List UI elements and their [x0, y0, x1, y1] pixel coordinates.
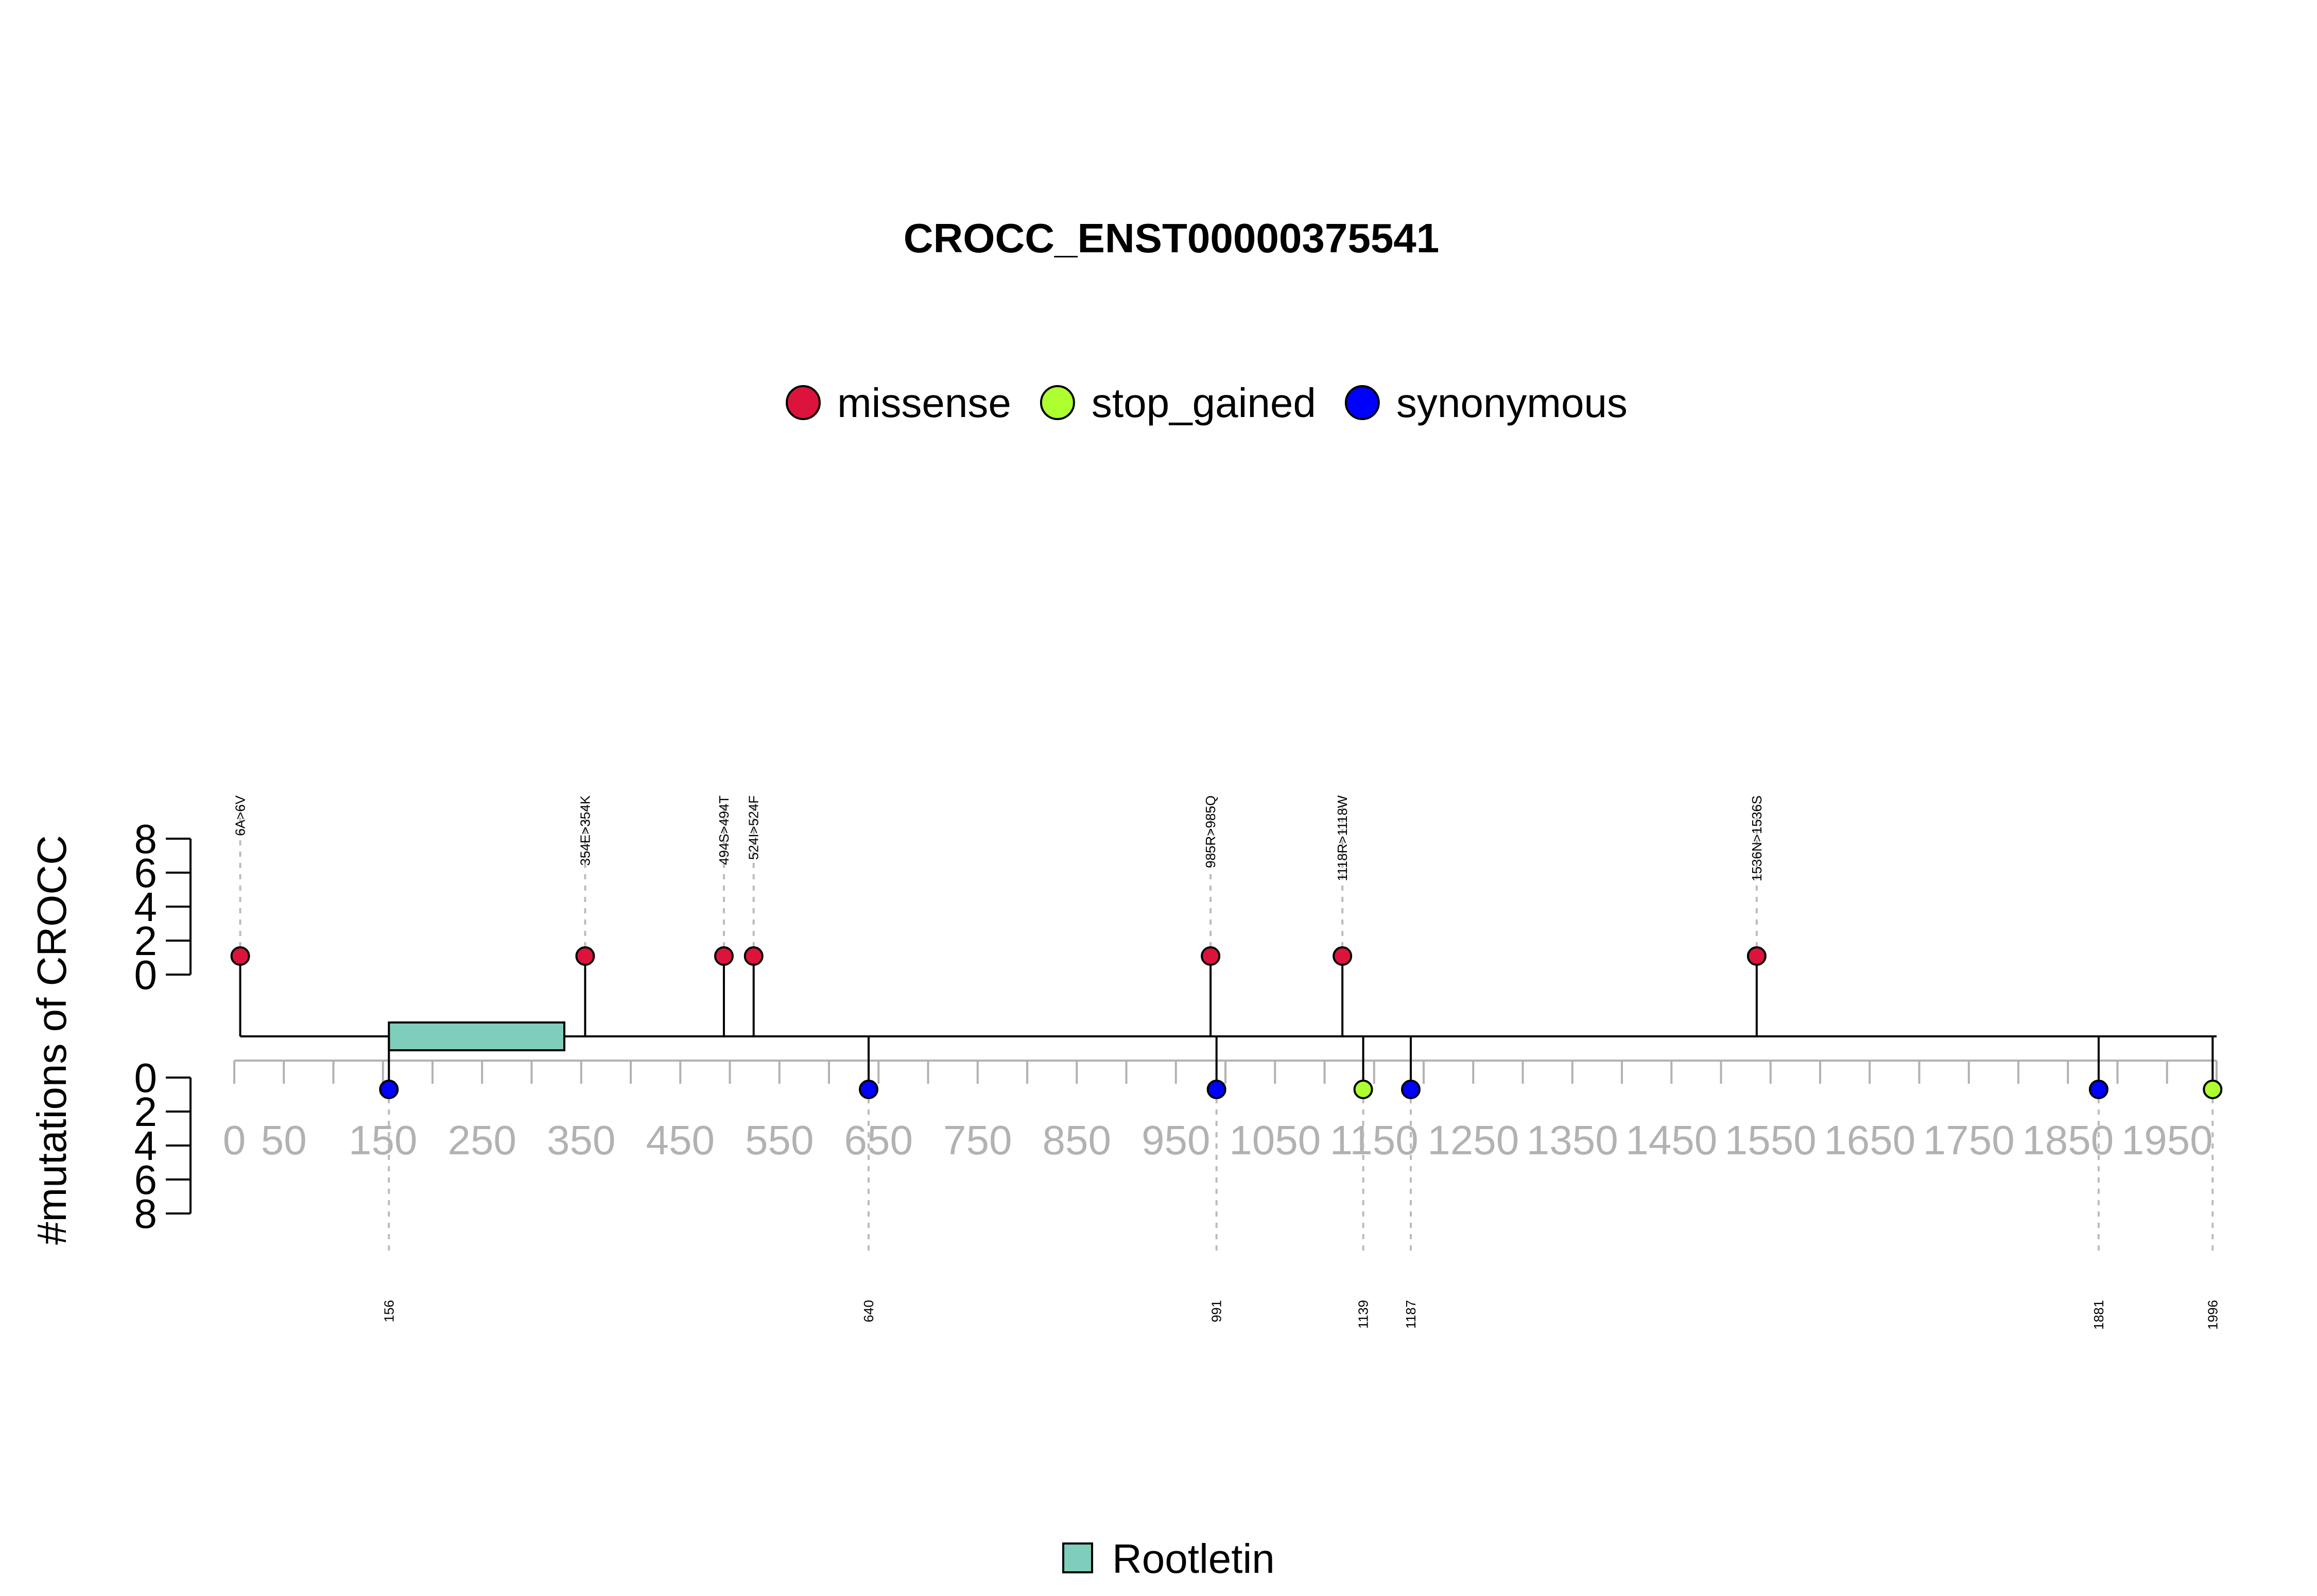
chart-title: CROCC_ENST00000375541 [904, 215, 1440, 261]
mutation-point-missense [1333, 946, 1353, 966]
x-tick-label: 1450 [1626, 1117, 1717, 1163]
x-tick-label: 150 [349, 1117, 417, 1163]
x-tick-label: 1950 [2121, 1117, 2213, 1163]
mutation-label: 1139 [1356, 1300, 1371, 1329]
x-tick-label: 250 [448, 1117, 516, 1163]
mutation-legend: missense stop_gained synonymous [786, 380, 1628, 426]
y-upper-tick-label: 2 [134, 918, 158, 964]
mutation-point-synonymous [1206, 1080, 1226, 1099]
mutation-156: 156 [379, 1036, 399, 1322]
x-tick-label: 350 [547, 1117, 615, 1163]
mutation-1881: 1881 [2088, 1036, 2108, 1330]
domain-legend-label: Rootletin [1112, 1536, 1275, 1582]
y-upper-tick-label: 8 [134, 816, 158, 862]
mutation-label: 1118R>1118W [1335, 795, 1350, 881]
upper-mutations: 6A>6V 354E>354K 494S>494T 524I>524F 985R>985… [230, 795, 1767, 1036]
mutation-label: 494S>494T [716, 795, 732, 865]
mutation-point-stop_gained [1353, 1080, 1373, 1099]
y-upper-tick-label: 4 [134, 884, 158, 930]
mutation-label: 1996 [2205, 1300, 2220, 1330]
x-tick-label: 650 [844, 1117, 913, 1163]
mutation-point-missense [230, 946, 250, 966]
mutation-label: 1187 [1403, 1300, 1419, 1329]
mutation-label: 156 [381, 1300, 396, 1322]
legend-swatch-missense [786, 385, 821, 420]
x-tick-label: 450 [646, 1117, 715, 1163]
mutation-label: 985R>985Q [1203, 795, 1218, 868]
domain-box-rootletin [388, 1021, 566, 1051]
legend-label-missense: missense [837, 380, 1011, 426]
mutation-991: 991 [1206, 1036, 1226, 1322]
y-upper-tick-label: 6 [134, 850, 158, 896]
mutation-point-missense [1747, 946, 1767, 966]
mutation-label: 991 [1209, 1300, 1224, 1322]
domain-legend-swatch [1062, 1542, 1093, 1573]
x-tick-label: 950 [1142, 1117, 1210, 1163]
x-axis: 0 50 150 250 350 450 550 650 750 850 950 1050 1150 12… [223, 1060, 2218, 1163]
mutation-point-missense [1201, 946, 1221, 966]
mutation-point-missense [743, 946, 764, 966]
mutation-524: 524I>524F [743, 795, 764, 1036]
x-tick-label: 0 [223, 1117, 246, 1163]
mutation-label: 354E>354K [577, 795, 593, 865]
mutation-point-stop_gained [2203, 1080, 2223, 1099]
y-axis-label: #mutations of CROCC [29, 835, 75, 1245]
mutation-label: 1881 [2091, 1300, 2106, 1330]
x-tick-label: 1350 [1527, 1117, 1618, 1163]
mutation-point-synonymous [859, 1080, 878, 1099]
x-tick-label: 1050 [1229, 1117, 1321, 1163]
y-lower-tick-label: 0 [134, 1055, 158, 1101]
x-tick-label: 750 [943, 1117, 1012, 1163]
mutation-1118: 1118R>1118W [1333, 795, 1353, 1036]
x-tick-label: 850 [1043, 1117, 1111, 1163]
y-lower-tick-label: 4 [134, 1123, 158, 1169]
x-tick-label: 1550 [1725, 1117, 1817, 1163]
x-tick-label: 550 [745, 1117, 814, 1163]
x-tick-label: 1150 [1330, 1117, 1419, 1163]
legend-item-synonymous: synonymous [1344, 380, 1628, 426]
mutation-point-synonymous [1400, 1080, 1421, 1099]
mutation-label: 1536N>1536S [1749, 795, 1765, 881]
legend-item-stop_gained: stop_gained [1040, 380, 1316, 426]
mutation-494: 494S>494T [714, 795, 734, 1036]
mutation-1536: 1536N>1536S [1747, 795, 1767, 1036]
x-tick-label: 1750 [1923, 1117, 2015, 1163]
mutation-985: 985R>985Q [1201, 795, 1221, 1036]
lower-mutations: 156 640 991 1139 1187 1881 1996 [379, 1036, 2223, 1330]
mutation-point-missense [714, 946, 734, 966]
y-upper-tick-label: 0 [134, 952, 158, 998]
mutation-label: 640 [861, 1300, 876, 1322]
legend-label-synonymous: synonymous [1396, 380, 1628, 426]
y-lower-tick-label: 2 [134, 1089, 158, 1135]
mutation-354: 354E>354K [575, 795, 595, 1036]
mutation-1187: 1187 [1400, 1036, 1421, 1329]
legend-item-missense: missense [786, 380, 1011, 426]
x-tick-label: 1850 [2022, 1117, 2114, 1163]
mutation-6: 6A>6V [230, 795, 250, 1036]
domain-legend-item: Rootletin [1062, 1536, 1275, 1582]
y-lower-tick-label: 6 [134, 1157, 158, 1203]
mutation-1996: 1996 [2203, 1036, 2223, 1330]
legend-swatch-stop_gained [1040, 385, 1075, 420]
mutation-point-synonymous [2088, 1080, 2108, 1099]
x-tick-label: 1250 [1427, 1117, 1519, 1163]
mutation-point-missense [575, 946, 595, 966]
x-tick-label: 1650 [1824, 1117, 1915, 1163]
x-tick-label: 50 [261, 1117, 307, 1163]
mutation-640: 640 [859, 1036, 878, 1322]
legend-swatch-synonymous [1344, 385, 1380, 420]
mutation-label: 524I>524F [746, 795, 762, 860]
mutation-point-synonymous [379, 1080, 399, 1099]
domain-boxes [388, 1021, 566, 1051]
domain-legend: Rootletin [1062, 1536, 1275, 1582]
legend-label-stop_gained: stop_gained [1092, 380, 1316, 426]
mutation-label: 6A>6V [233, 795, 248, 836]
y-lower-tick-label: 8 [134, 1191, 158, 1237]
mutation-1139: 1139 [1353, 1036, 1373, 1329]
